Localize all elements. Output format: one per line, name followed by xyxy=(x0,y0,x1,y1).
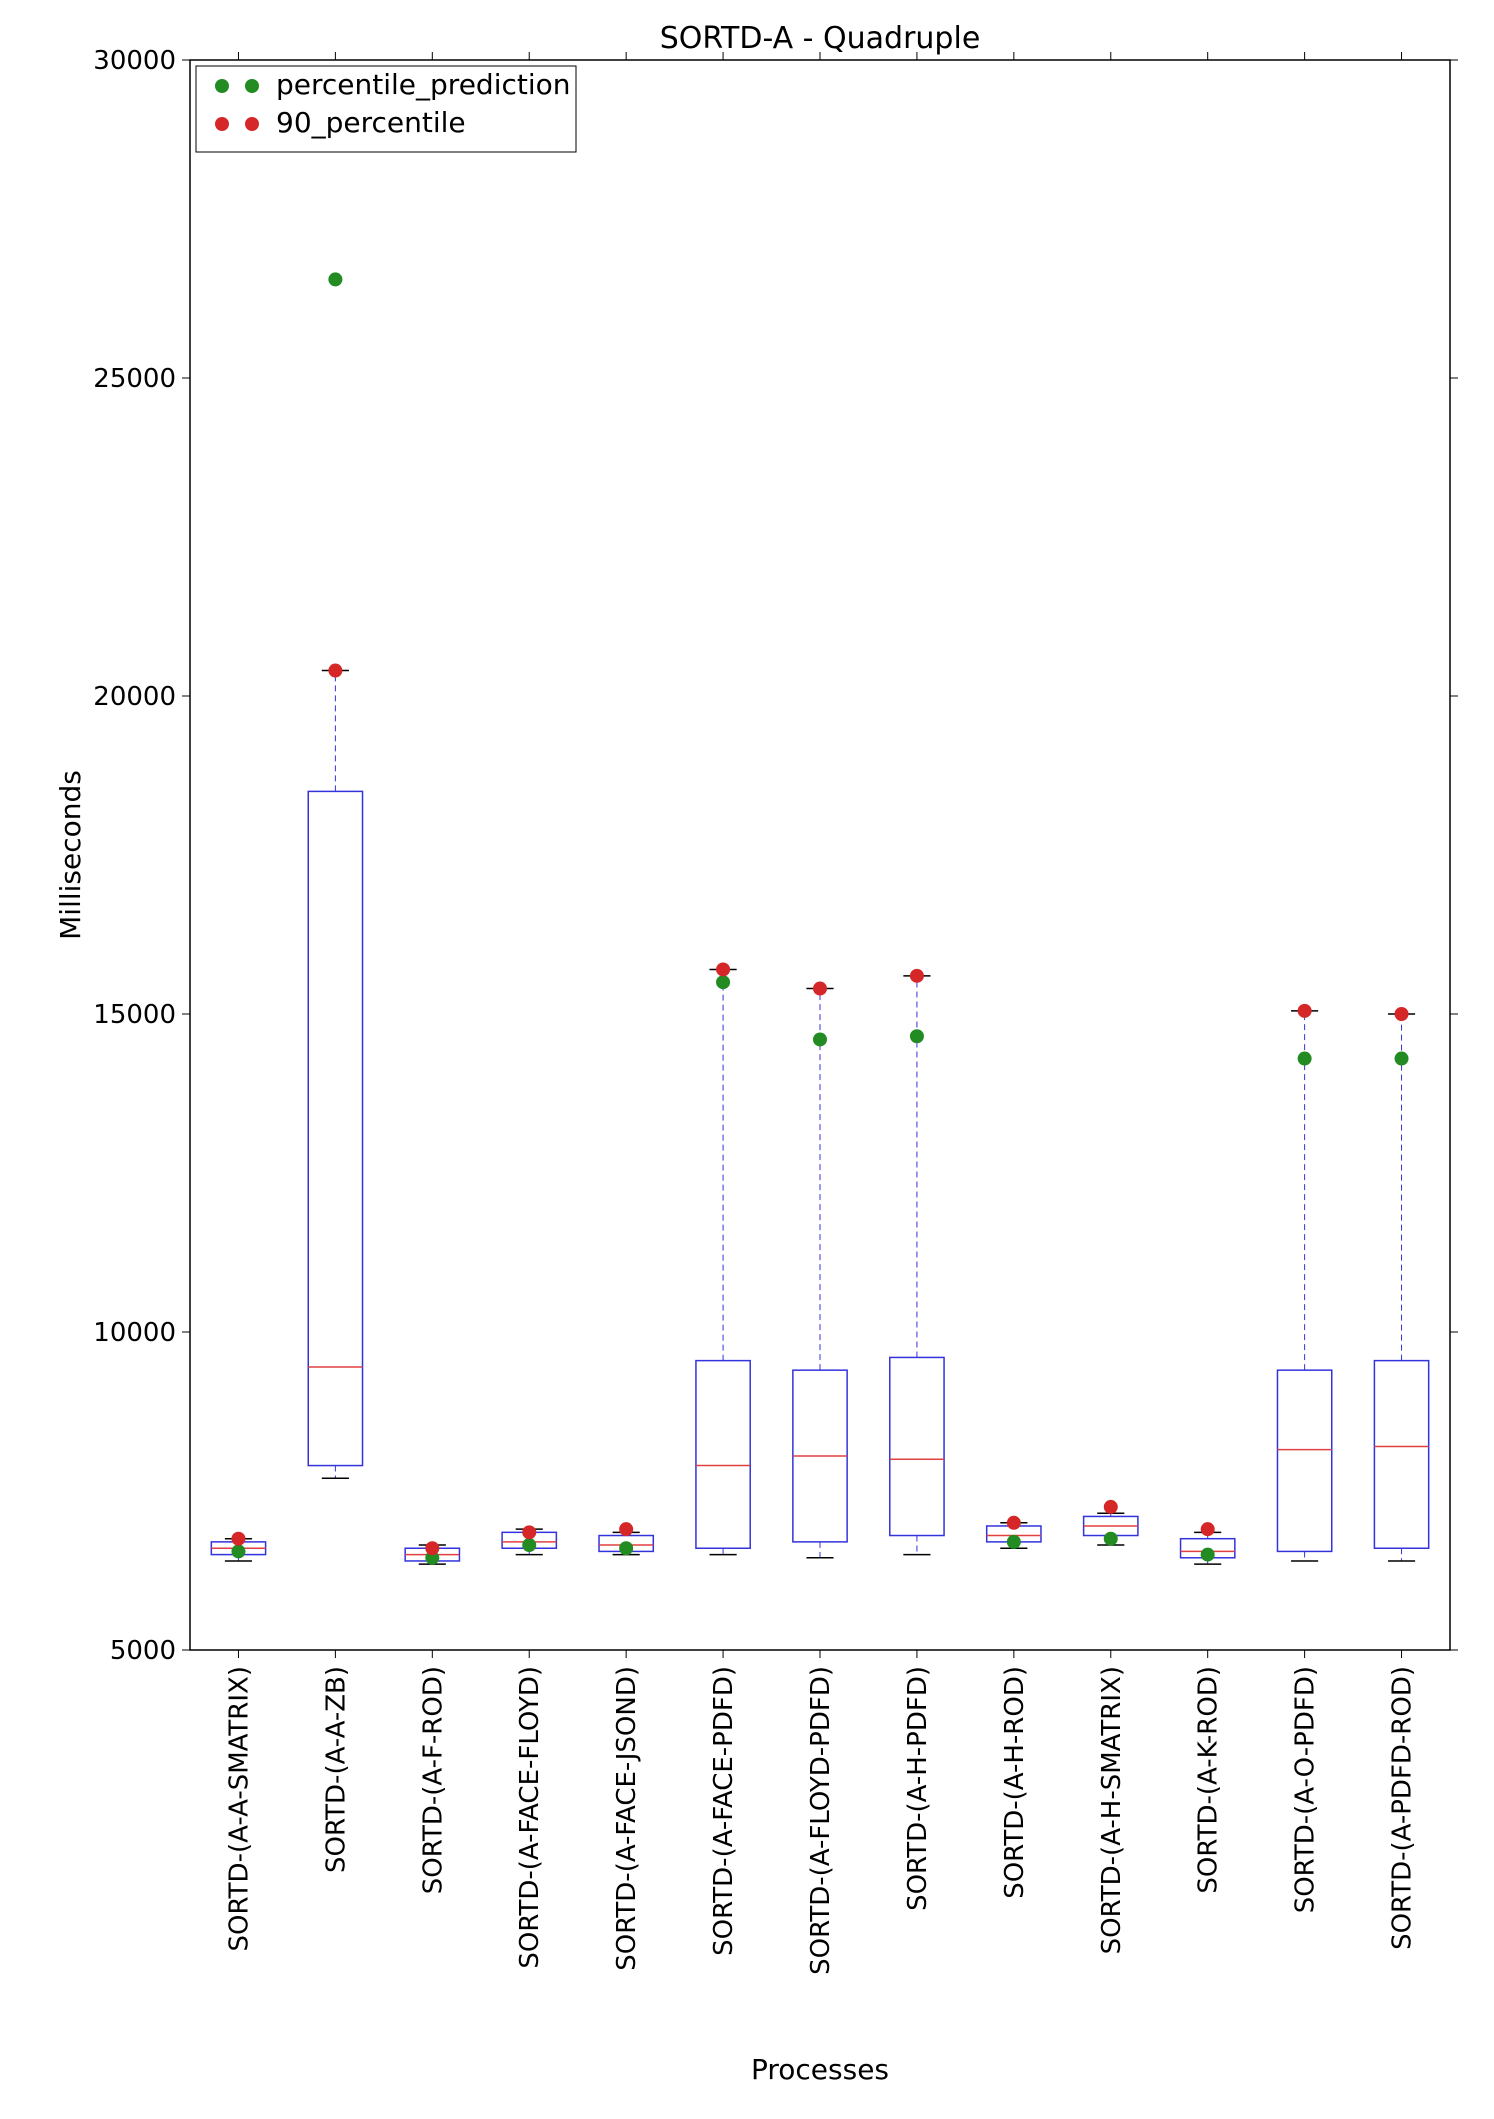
pred-point xyxy=(1007,1535,1021,1549)
p90-point xyxy=(231,1532,245,1546)
y-tick-label: 15000 xyxy=(93,1000,176,1030)
y-tick-label: 20000 xyxy=(93,682,176,712)
x-tick-label: SORTD-(A-H-SMATRIX) xyxy=(1097,1666,1127,1954)
p90-point xyxy=(1007,1516,1021,1530)
p90-point xyxy=(910,969,924,983)
y-tick-label: 30000 xyxy=(93,46,176,76)
pred-point xyxy=(716,975,730,989)
pred-point xyxy=(522,1538,536,1552)
boxplot-chart: 5000 10000 15000 20000 25000 30000 SORTD-(A-A-… xyxy=(20,20,1474,2099)
p90-point xyxy=(1104,1500,1118,1514)
pred-point xyxy=(1104,1532,1118,1546)
legend-label: 90_percentile xyxy=(276,106,466,139)
pred-point xyxy=(1298,1052,1312,1066)
x-axis-label: Processes xyxy=(751,2053,889,2086)
x-tick-label: SORTD-(A-FLOYD-PDFD) xyxy=(806,1666,836,1975)
pred-point xyxy=(231,1544,245,1558)
chart-container: 5000 10000 15000 20000 25000 30000 SORTD-(A-A-… xyxy=(20,20,1474,2099)
p90-point xyxy=(813,982,827,996)
pred-point xyxy=(910,1029,924,1043)
x-tick-label: SORTD-(A-K-ROD) xyxy=(1194,1666,1224,1894)
pred-point xyxy=(1395,1052,1409,1066)
x-tick-label: SORTD-(A-PDFD-ROD) xyxy=(1388,1666,1418,1950)
p90-point xyxy=(716,962,730,976)
p90-point xyxy=(425,1541,439,1555)
plot-area xyxy=(190,60,1450,1650)
pred-point xyxy=(328,272,342,286)
x-tick-label: SORTD-(A-FACE-PDFD) xyxy=(709,1666,739,1956)
p90-point xyxy=(1201,1522,1215,1536)
p90-point xyxy=(522,1525,536,1539)
y-axis-label: Milliseconds xyxy=(54,770,87,940)
p90-point xyxy=(1395,1007,1409,1021)
x-tick-label: SORTD-(A-F-ROD) xyxy=(418,1666,448,1894)
x-tick-label: SORTD-(A-FACE-FLOYD) xyxy=(515,1666,545,1969)
p90-point xyxy=(619,1522,633,1536)
legend-label: percentile_prediction xyxy=(276,68,571,101)
x-tick-label: SORTD-(A-O-PDFD) xyxy=(1291,1666,1321,1913)
y-tick-label: 5000 xyxy=(110,1636,176,1666)
x-tick-label: SORTD-(A-H-PDFD) xyxy=(903,1666,933,1911)
x-tick-label: SORTD-(A-A-SMATRIX) xyxy=(224,1666,254,1951)
pred-point xyxy=(1201,1548,1215,1562)
pred-point xyxy=(813,1032,827,1046)
p90-point xyxy=(1298,1004,1312,1018)
y-tick-label: 25000 xyxy=(93,364,176,394)
chart-title: SORTD-A - Quadruple xyxy=(660,21,981,56)
x-tick-label: SORTD-(A-H-ROD) xyxy=(1000,1666,1030,1899)
pred-point xyxy=(619,1541,633,1555)
p90-point xyxy=(328,664,342,678)
y-tick-label: 10000 xyxy=(93,1318,176,1348)
x-tick-label: SORTD-(A-A-ZB) xyxy=(321,1666,351,1873)
x-tick-label: SORTD-(A-FACE-JSOND) xyxy=(612,1666,642,1971)
